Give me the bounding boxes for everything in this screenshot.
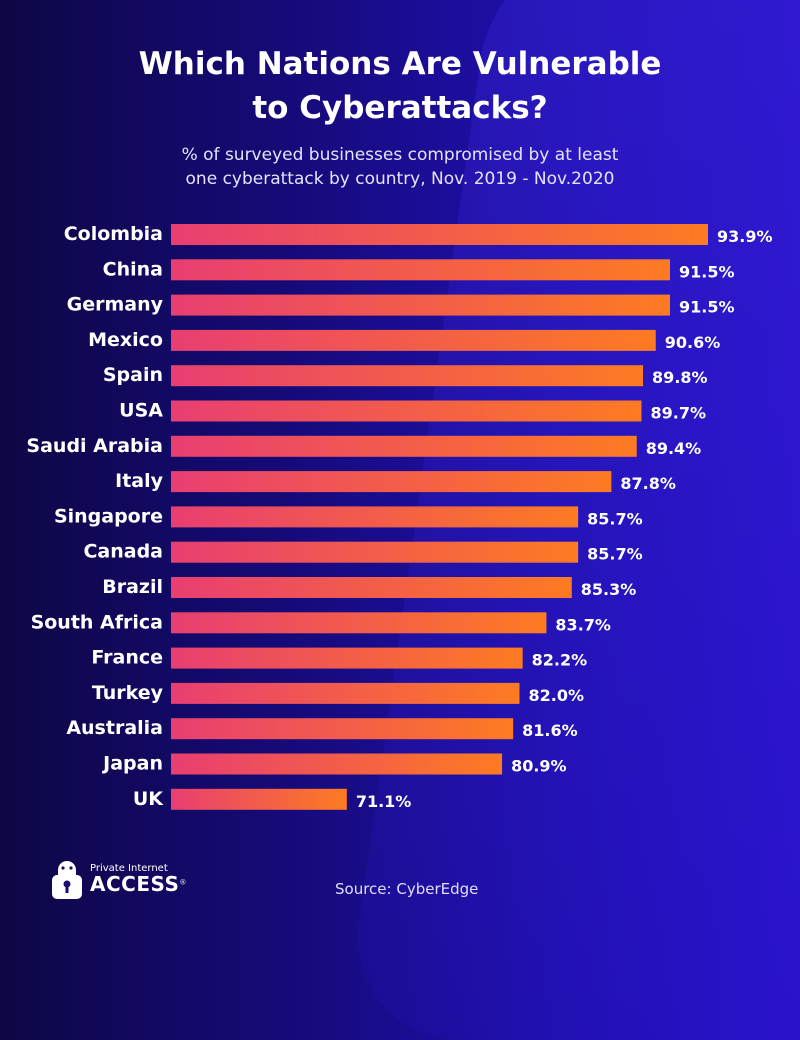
bar-turkey [171, 682, 520, 704]
logo-line-1: Private Internet [90, 863, 168, 874]
value-label: 89.4% [646, 439, 702, 458]
bar-canada [171, 541, 579, 563]
title-line-1: Which Nations Are Vulnerable [138, 46, 662, 82]
value-label: 87.8% [620, 474, 676, 493]
pia-logo: Private Internet ACCESS® [50, 858, 186, 900]
category-label: Australia [66, 717, 163, 739]
category-label: Saudi Arabia [26, 435, 163, 457]
title-line-2: to Cyberattacks? [252, 90, 548, 126]
category-label: Italy [115, 470, 163, 492]
category-label: UK [133, 788, 164, 810]
value-label: 85.3% [581, 580, 637, 599]
bar-spain [171, 365, 644, 387]
bar-china [171, 259, 670, 281]
chart-subtitle: % of surveyed businesses compromised by … [0, 143, 800, 191]
padlock-robot-icon [52, 861, 82, 899]
bar-japan [171, 753, 503, 775]
category-label: USA [119, 400, 163, 422]
bar-saudi-arabia [171, 435, 637, 457]
value-label: 80.9% [511, 757, 567, 776]
value-label: 93.9% [717, 227, 773, 246]
bar-france [171, 647, 523, 669]
bar-australia [171, 718, 514, 740]
bar-south-africa [171, 612, 547, 634]
category-label: Japan [101, 753, 163, 775]
category-label: Germany [67, 294, 164, 316]
bar-mexico [171, 329, 656, 351]
bar-uk [171, 788, 347, 810]
category-label: Colombia [64, 223, 163, 245]
category-label: Singapore [54, 505, 163, 527]
category-label: Spain [103, 364, 163, 386]
bar-singapore [171, 506, 579, 528]
bar-brazil [171, 577, 572, 598]
value-label: 91.5% [679, 262, 735, 281]
value-label: 85.7% [587, 509, 643, 528]
category-label: France [91, 647, 163, 669]
value-label: 85.7% [587, 545, 643, 564]
category-label: Canada [83, 541, 163, 563]
source-note: Source: CyberEdge [335, 880, 479, 898]
value-label: 91.5% [679, 298, 735, 317]
subtitle-line-2: one cyberattack by country, Nov. 2019 - … [185, 169, 615, 189]
bar-colombia [171, 224, 708, 245]
value-label: 90.6% [665, 333, 721, 352]
bar-usa [171, 400, 642, 422]
bar-germany [171, 294, 670, 316]
value-label: 89.8% [652, 368, 708, 387]
bar-italy [171, 471, 612, 493]
subtitle-line-1: % of surveyed businesses compromised by … [181, 145, 619, 165]
value-label: 89.7% [650, 404, 706, 423]
bar-chart: Colombia 93.9% China 91.5% Germany 91.5% Mexic… [26, 223, 773, 811]
value-label: 82.0% [528, 686, 584, 705]
category-label: Brazil [102, 576, 163, 598]
category-label: China [103, 258, 163, 280]
category-label: South Africa [31, 611, 163, 633]
value-label: 81.6% [522, 721, 578, 740]
logo-registered-mark: ® [179, 878, 187, 887]
category-label: Turkey [92, 682, 164, 704]
value-label: 83.7% [555, 615, 611, 634]
chart-title: Which Nations Are Vulnerable to Cyberatt… [0, 42, 800, 130]
category-label: Mexico [88, 329, 163, 351]
value-label: 71.1% [356, 792, 412, 811]
logo-line-2: ACCESS [90, 872, 180, 896]
value-label: 82.2% [532, 651, 588, 670]
